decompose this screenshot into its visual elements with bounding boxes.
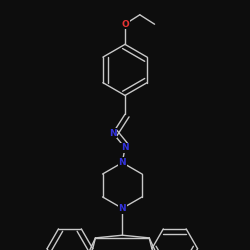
Text: N: N (109, 128, 117, 138)
Text: N: N (121, 143, 129, 152)
Text: O: O (121, 20, 129, 29)
Text: N: N (118, 158, 126, 167)
Text: N: N (118, 204, 126, 213)
